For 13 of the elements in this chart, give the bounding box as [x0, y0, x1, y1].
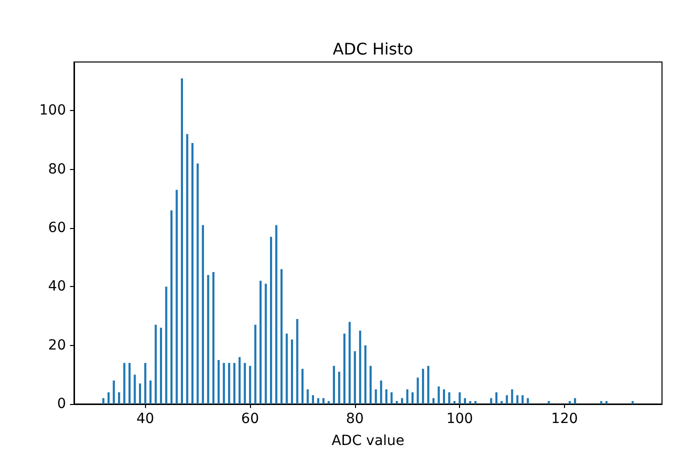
- x-axis-title: ADC value: [332, 433, 404, 449]
- y-tick-label: 20: [48, 337, 66, 354]
- x-tick-label: 60: [241, 411, 259, 427]
- x-tick-label: 120: [551, 411, 578, 427]
- chart-title: ADC Histo: [332, 40, 414, 58]
- y-tick-label: 80: [48, 161, 66, 178]
- y-tick-label: 40: [48, 278, 66, 295]
- x-tick-label: 80: [346, 411, 364, 427]
- y-tick-label: 100: [39, 102, 66, 119]
- x-tick-label: 100: [446, 411, 474, 427]
- x-tick-label: 40: [136, 411, 154, 427]
- y-tick-label: 0: [57, 396, 66, 412]
- y-tick-label: 60: [48, 220, 66, 236]
